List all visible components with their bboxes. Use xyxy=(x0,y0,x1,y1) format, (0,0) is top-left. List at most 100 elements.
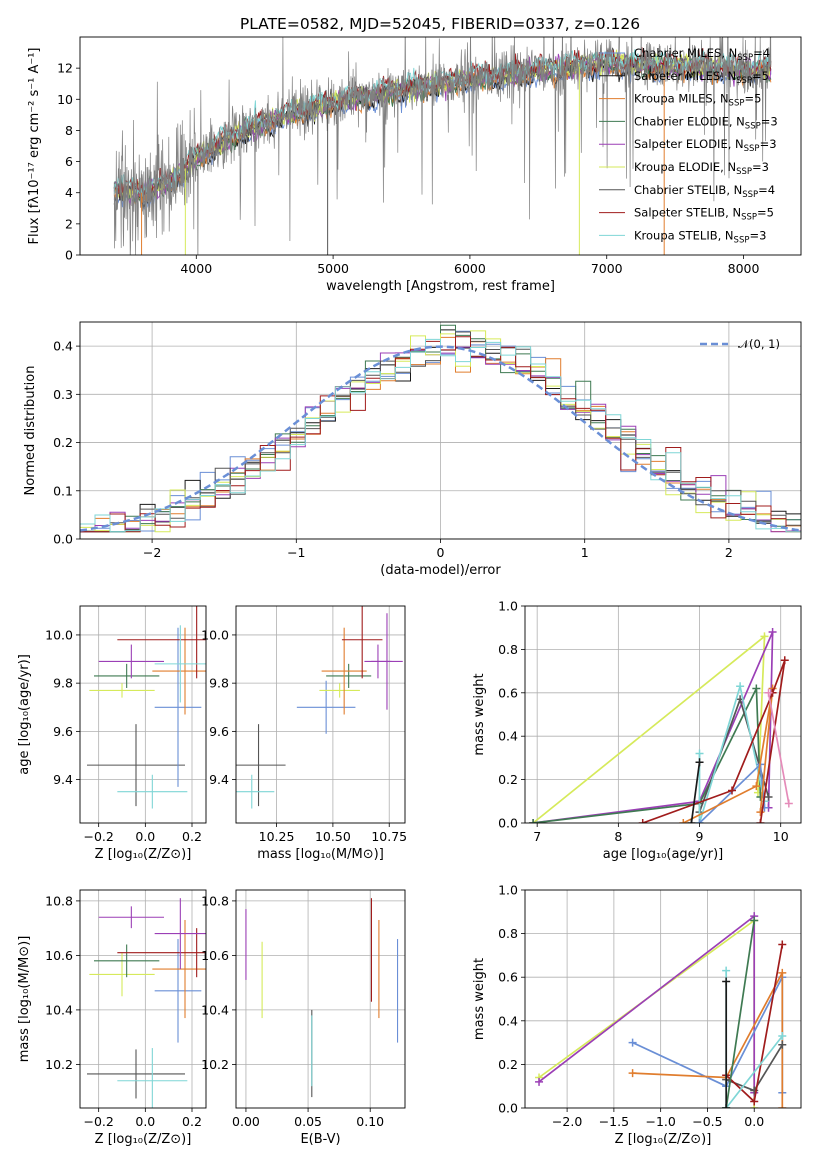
legend-item: Salpeter ELODIE, NSSP=3 xyxy=(599,137,777,154)
y-axis-label: age [log₁₀(age/yr)] xyxy=(17,654,32,775)
legend-item: Kroupa STELIB, NSSP=3 xyxy=(599,228,766,245)
weight-marker xyxy=(695,758,704,767)
weight-line xyxy=(725,920,756,1108)
legend-label-suffix: =5 xyxy=(744,92,761,106)
x-axis-label: (data-model)/error xyxy=(380,563,501,578)
x-tick-label: 0.00 xyxy=(232,1114,260,1129)
legend-label: Kroupa ELODIE, NSSP=3 xyxy=(634,160,769,177)
weight-marker xyxy=(778,940,787,949)
figure-title: PLATE=0582, MJD=52045, FIBERID=0337, z=0… xyxy=(240,15,640,33)
weight-line xyxy=(533,688,762,823)
y-tick-label: 0.4 xyxy=(498,729,518,744)
panels: 4000 5000 6000 7000 8000024681012wavelength … xyxy=(17,36,802,1147)
x-tick-label: −2 xyxy=(143,545,161,560)
legend-label-suffix: =5 xyxy=(752,69,769,83)
errorbar-point xyxy=(321,627,367,715)
x-tick-label: 0.0 xyxy=(135,1114,155,1129)
y-axis-label: mass [log₁₀(M/M⊙)] xyxy=(17,936,32,1063)
legend-label: Salpeter ELODIE, NSSP=3 xyxy=(634,137,777,154)
weight-marker xyxy=(628,1038,637,1047)
weight-marker xyxy=(752,782,761,791)
errorbar-point xyxy=(341,606,383,679)
weight-series xyxy=(535,912,759,1097)
y-tick-label: 6 xyxy=(65,154,73,169)
weight-series xyxy=(764,688,793,808)
legend-label: Kroupa MILES, NSSP=5 xyxy=(634,92,761,109)
legend-label: Salpeter MILES, NSSP=5 xyxy=(634,69,769,86)
legend-label-suffix: =4 xyxy=(753,46,770,60)
legend-label-text: Chabrier STELIB, N xyxy=(634,183,742,197)
weight-marker xyxy=(778,1104,787,1108)
y-tick-label: 0.6 xyxy=(498,970,518,985)
legend: 𝒩(0, 1) xyxy=(700,337,780,351)
errorbar-point xyxy=(154,898,206,970)
errorbar-point xyxy=(326,663,372,688)
y-tick-label: 0.2 xyxy=(498,772,518,787)
y-tick-label: 10.6 xyxy=(201,948,229,963)
y-axis-label: Flux [fλ10⁻¹⁷ erg cm⁻² s⁻¹ A⁻¹] xyxy=(27,48,42,245)
legend-label: Chabrier STELIB, NSSP=4 xyxy=(634,183,775,200)
weight-line xyxy=(698,686,766,823)
weight-marker xyxy=(760,632,769,641)
legend-label-text: Kroupa ELODIE, N xyxy=(634,160,736,174)
errorbar-point xyxy=(319,683,360,698)
x-tick-label: 0.2 xyxy=(182,829,202,844)
weight-marker xyxy=(780,656,789,665)
errorbar-point xyxy=(296,680,356,734)
y-tick-label: 9.6 xyxy=(53,724,73,739)
plot-area xyxy=(525,890,801,1108)
y-tick-label: 10.6 xyxy=(45,948,73,963)
weight-marker xyxy=(750,916,759,925)
panel-residuals: −2 −1 0 1 2 0.0 0.1 0.2 0.3 0.4 (data-model)/error… xyxy=(23,321,802,578)
legend-label-text: Salpeter STELIB, N xyxy=(634,206,741,220)
y-tick-label: 9.6 xyxy=(209,724,229,739)
y-tick-label: 1.0 xyxy=(498,883,518,898)
legend-label-text: Kroupa MILES, N xyxy=(634,92,729,106)
y-axis-label: Normed distribution xyxy=(23,366,38,496)
x-axis-label: Z [log₁₀(Z/Z⊙)] xyxy=(95,1132,192,1147)
weight-marker xyxy=(768,628,777,637)
axes-frame xyxy=(79,889,207,1109)
weight-marker xyxy=(752,684,761,693)
errorbar-point xyxy=(94,944,160,978)
weight-marker xyxy=(764,688,773,697)
y-tick-label: 0 xyxy=(65,248,73,263)
weight-marker xyxy=(535,1077,544,1086)
panel-mass-vs-Z: −0.2 0.0 0.2 10.2 10.4 10.6 10.8 Z [log₁₀(Z/Z⊙)… xyxy=(17,889,207,1147)
plot-area xyxy=(113,37,772,255)
weight-marker xyxy=(722,966,731,975)
weight-series xyxy=(535,916,759,1108)
x-axis-label: Z [log₁₀(Z/Z⊙)] xyxy=(95,847,192,862)
weight-line xyxy=(538,918,756,1108)
legend-label-sub: SSP xyxy=(741,213,757,223)
x-tick-label: 0.0 xyxy=(135,829,155,844)
weight-marker xyxy=(736,682,745,691)
weight-marker xyxy=(695,819,704,823)
legend-label-suffix: =5 xyxy=(757,206,774,220)
x-axis-label: Z [log₁₀(Z/Z⊙)] xyxy=(615,1132,712,1147)
x-tick-label: 7000 xyxy=(591,261,623,276)
y-tick-label: 0.8 xyxy=(498,926,518,941)
weight-marker xyxy=(756,808,765,817)
y-tick-label: 12 xyxy=(57,61,73,76)
legend-label-sub: SSP xyxy=(745,121,761,131)
legend-item: Chabrier MILES, NSSP=4 xyxy=(599,46,770,63)
weight-marker xyxy=(638,819,647,823)
x-tick-label: −1 xyxy=(287,545,305,560)
axes-frame xyxy=(79,36,802,256)
x-tick-label: 5000 xyxy=(317,261,349,276)
residual-hist-kroupa-stelib xyxy=(80,338,801,539)
y-tick-label: 0.4 xyxy=(498,1013,518,1028)
legend-label-text: Chabrier MILES, N xyxy=(634,46,737,60)
x-tick-label: −0.2 xyxy=(83,1114,113,1129)
x-axis-label: wavelength [Angstrom, rest frame] xyxy=(326,279,555,294)
errorbar-point xyxy=(87,724,185,807)
legend-label-sub: SSP xyxy=(729,99,745,109)
y-tick-label: 0.4 xyxy=(53,339,73,354)
legend-label-suffix: =4 xyxy=(758,183,775,197)
panel-weight-vs-age: 7 8 9 10 0.0 0.2 0.4 0.6 0.8 1.0 age [log₁₀(age/yr… xyxy=(472,599,802,862)
y-tick-label: 1.0 xyxy=(498,599,518,614)
plot-area xyxy=(525,606,801,823)
